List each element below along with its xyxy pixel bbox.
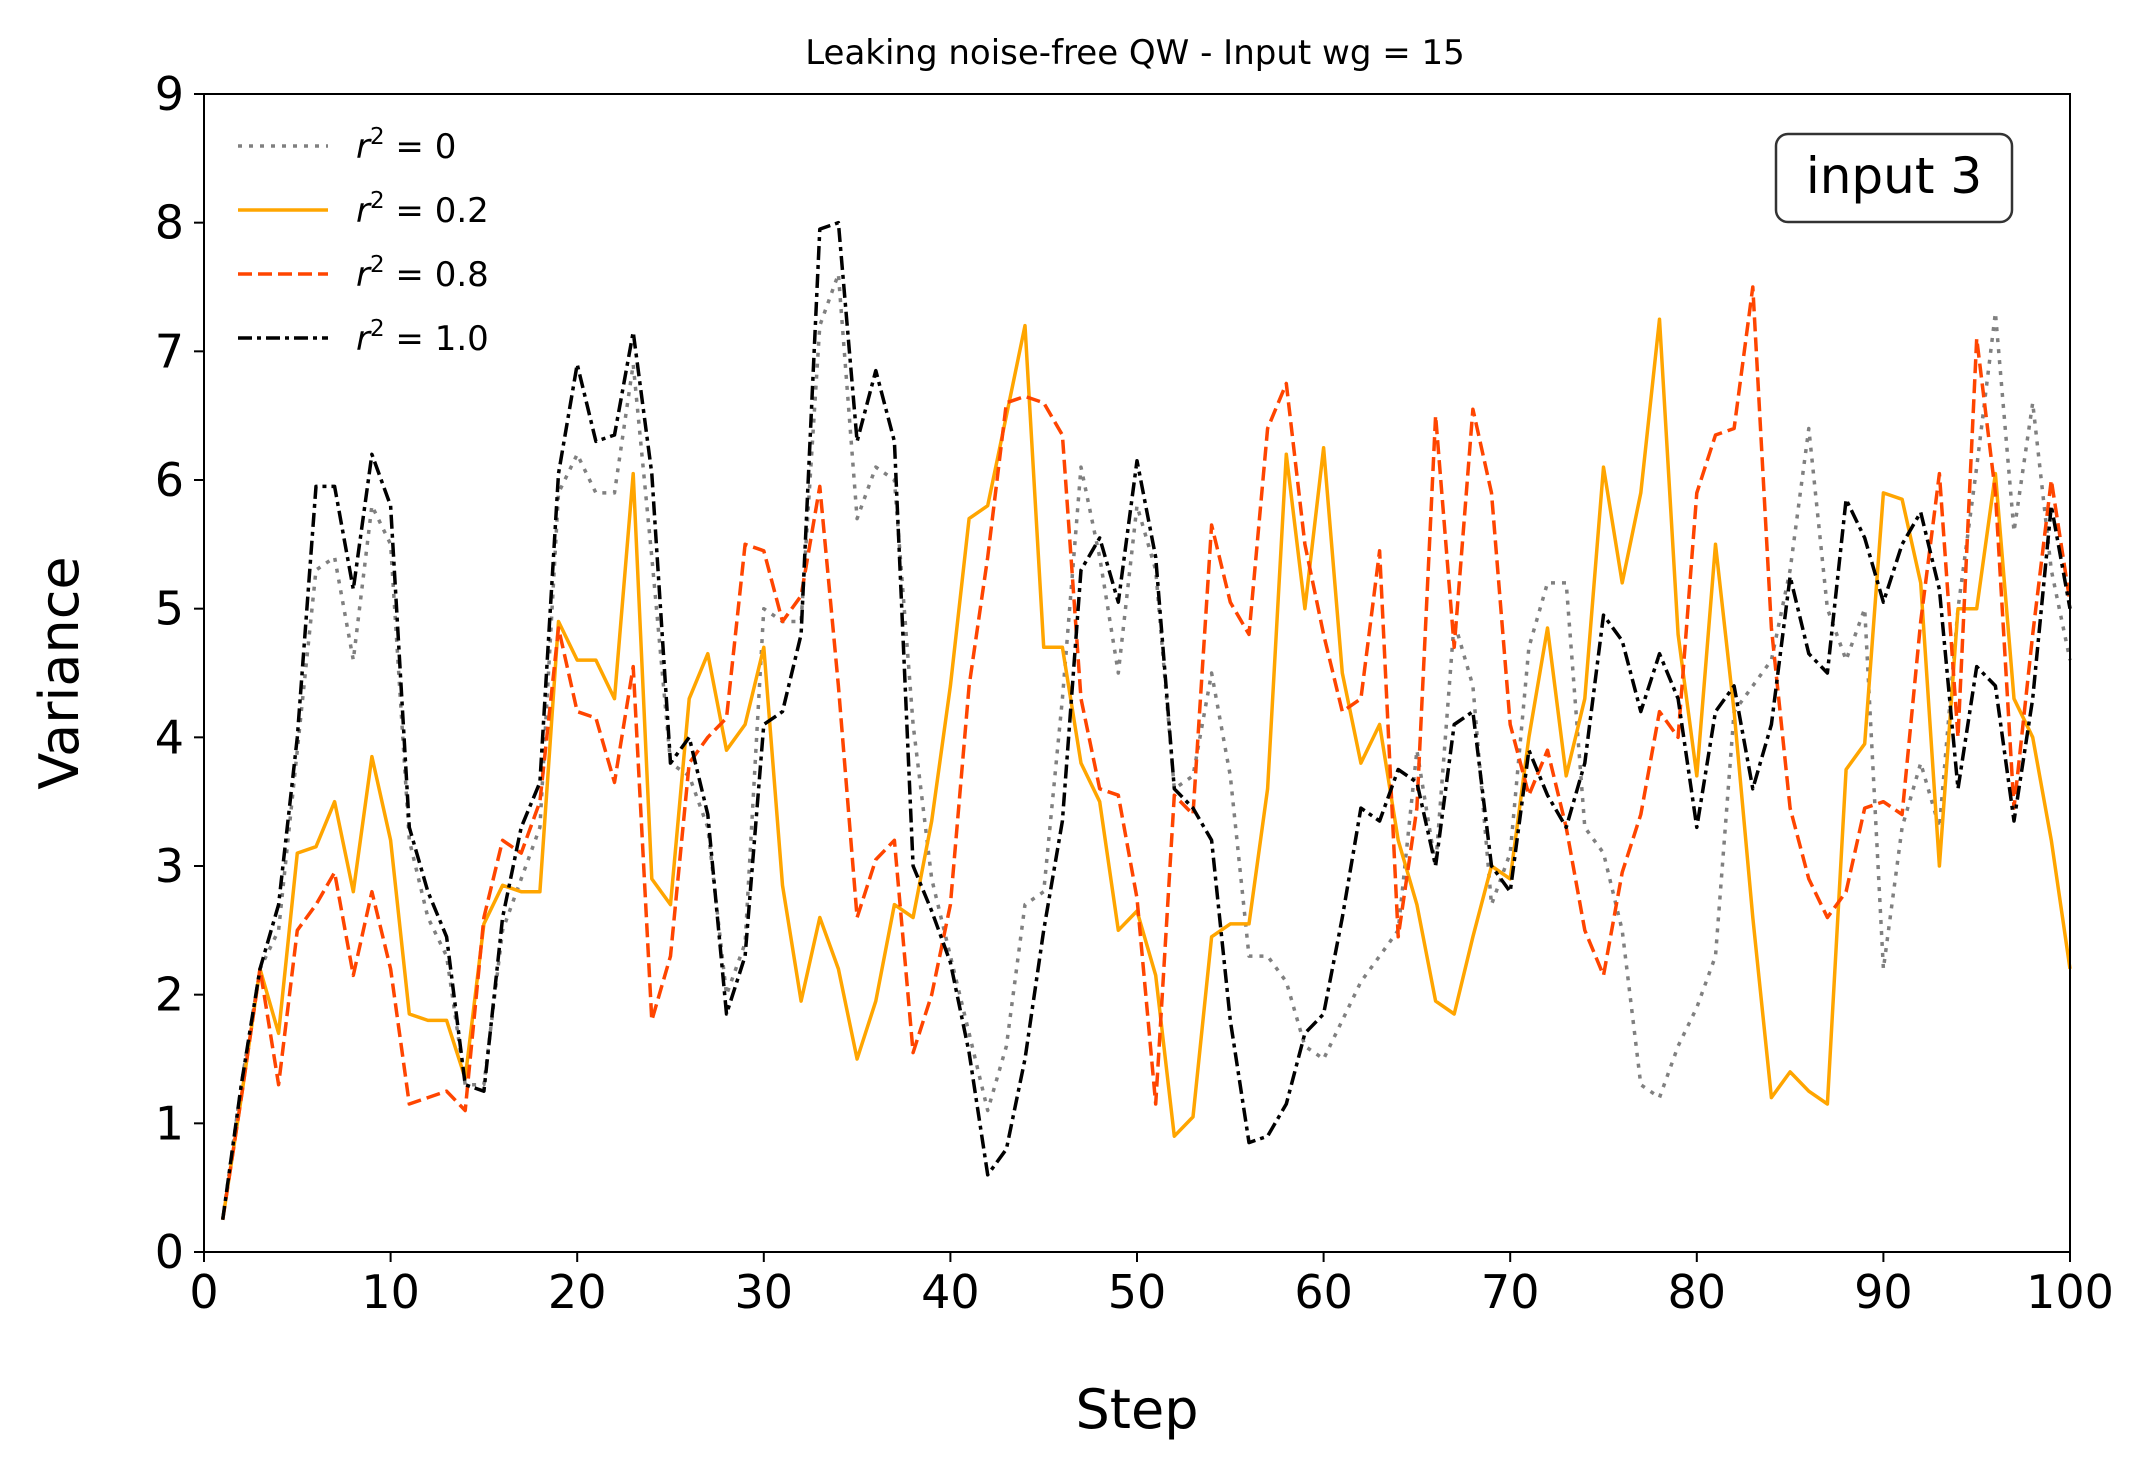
legend-label-2: r2 = 0.8 — [356, 252, 489, 295]
x-tick-label-0: 0 — [189, 1265, 218, 1319]
x-tick-label-4: 40 — [921, 1265, 980, 1319]
x-tick-label-10: 100 — [2026, 1265, 2114, 1319]
chart-title: Leaking noise-free QW - Input wg = 15 — [805, 33, 1465, 73]
y-tick-label-4: 4 — [155, 710, 184, 764]
y-tick-label-6: 6 — [155, 453, 184, 507]
series-layer — [220, 220, 2072, 1221]
x-tick-label-1: 10 — [361, 1265, 420, 1319]
x-tick-label-6: 60 — [1294, 1265, 1353, 1319]
y-tick-label-1: 1 — [155, 1096, 184, 1150]
series-line-2 — [220, 285, 2072, 1221]
annotation-box: input 3 — [1774, 132, 2014, 224]
x-tick-label-7: 70 — [1481, 1265, 1540, 1319]
series-line-1 — [220, 317, 2072, 1221]
y-tick-label-9: 9 — [155, 67, 184, 121]
x-tick-label-8: 80 — [1668, 1265, 1727, 1319]
x-tick-label-5: 50 — [1108, 1265, 1167, 1319]
legend-label-3: r2 = 1.0 — [356, 316, 489, 359]
y-tick-label-5: 5 — [155, 582, 184, 636]
x-tick-label-9: 90 — [1854, 1265, 1913, 1319]
legend: r2 = 0 r2 = 0.2 r2 = 0.8 r2 = 1.0 — [238, 124, 489, 359]
x-tick-label-2: 20 — [548, 1265, 607, 1319]
legend-label-1: r2 = 0.2 — [356, 188, 489, 231]
x-tick-label-3: 30 — [735, 1265, 794, 1319]
annotation-text: input 3 — [1806, 147, 1982, 205]
tick-layer: 0 10 20 30 40 50 60 70 80 90 100 0 1 2 3 4 5 6 7 8 9 — [155, 67, 2114, 1319]
annotation-frame — [1774, 132, 2014, 224]
y-tick-label-2: 2 — [155, 968, 184, 1022]
x-axis-label: Step — [1076, 1378, 1199, 1441]
y-tick-label-7: 7 — [155, 324, 184, 378]
y-axis-label: Variance — [28, 556, 91, 789]
y-tick-label-8: 8 — [155, 196, 184, 250]
series-line-3 — [220, 220, 2072, 1221]
legend-label-0: r2 = 0 — [356, 124, 456, 167]
y-tick-label-0: 0 — [155, 1225, 184, 1279]
y-tick-label-3: 3 — [155, 839, 184, 893]
